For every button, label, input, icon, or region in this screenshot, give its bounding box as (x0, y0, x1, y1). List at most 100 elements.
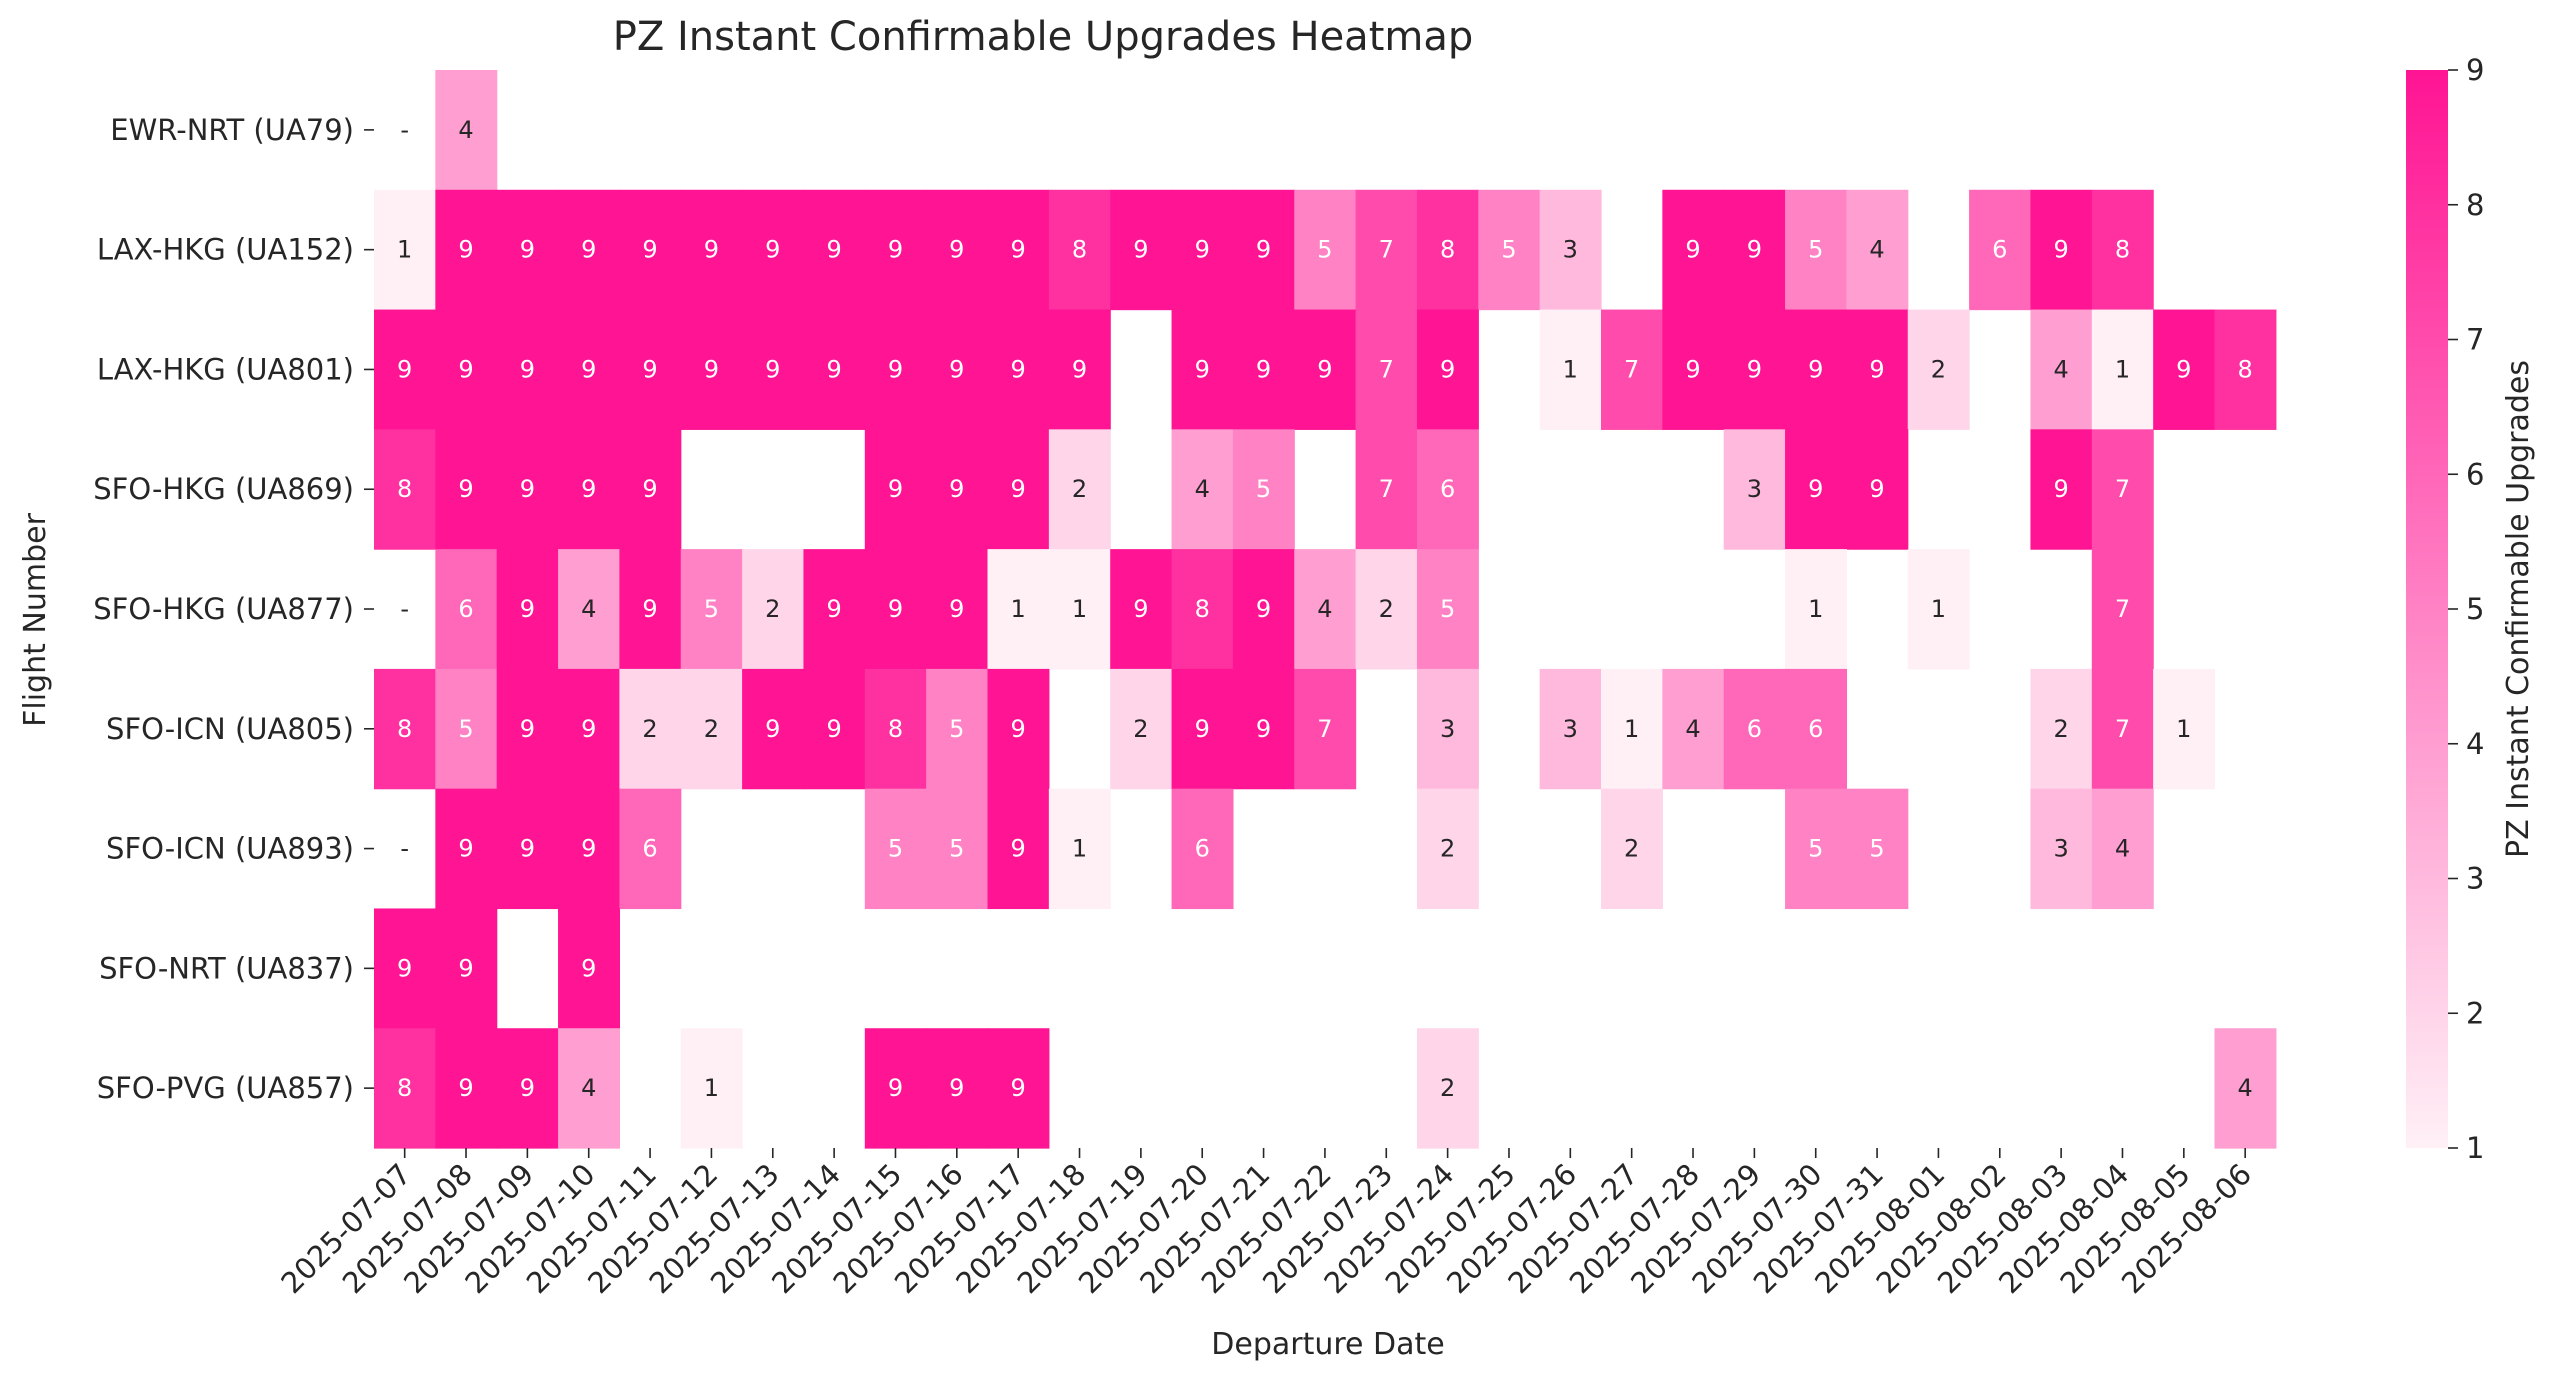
cell-value-label: 2 (765, 595, 780, 623)
cell-value-label: 2 (1379, 595, 1394, 623)
cell-value-label: 9 (1869, 355, 1884, 383)
colorbar-tick-label: 1 (2466, 1131, 2484, 1165)
heatmap-cell (1539, 668, 1602, 790)
heatmap-cell (987, 549, 1050, 670)
cell-value-label: 9 (949, 1074, 964, 1102)
heatmap-cell (619, 429, 682, 550)
heatmap-cell (1048, 788, 1111, 910)
heatmap-cell (558, 189, 620, 311)
y-tick-label: SFO-HKG (UA869) (93, 472, 354, 506)
heatmap-cell (496, 309, 559, 430)
colorbar-tick-label: 3 (2466, 862, 2484, 896)
cell-value-label: 9 (520, 236, 535, 264)
cell-value-label: 5 (1808, 236, 1823, 264)
heatmap-cell (864, 668, 927, 790)
heatmap-cell (2091, 668, 2154, 790)
heatmap-cell (374, 189, 436, 311)
heatmap-cell (435, 189, 498, 311)
colorbar-tick-label: 8 (2466, 188, 2484, 222)
cell-value-label: 9 (949, 236, 964, 264)
cell-value-label: 2 (2053, 715, 2068, 743)
cell-value-label: 5 (1808, 835, 1823, 863)
heatmap-cell-labels: - 4 1 9 9 9 9 9 9 9 9 9 9 8 9 9 9 5 7 8 5 3 9 9 5 4 6 9 8 9 9 9 9 9 9 9 9 9 9 9… (397, 116, 2253, 1102)
colorbar-tick-label: 9 (2466, 53, 2484, 87)
heatmap-cell (742, 309, 805, 430)
cell-value-label: 4 (581, 595, 596, 623)
heatmap-cell (926, 429, 989, 550)
cell-value-label: 8 (888, 715, 903, 743)
y-tick-label: SFO-ICN (UA805) (106, 712, 354, 746)
cell-value-label: 9 (826, 715, 841, 743)
heatmap-cell (2091, 788, 2154, 910)
heatmap-cell (1416, 788, 1479, 910)
cell-value-label: 9 (581, 355, 596, 383)
heatmap-cell (1601, 668, 1663, 790)
cell-value-label: 8 (397, 715, 412, 743)
heatmap-cell (435, 1028, 498, 1149)
heatmap-cell (1785, 549, 1847, 670)
cell-value-label: 2 (1133, 715, 1148, 743)
cell-value-label: 9 (458, 954, 473, 982)
cell-value-label: 9 (1317, 355, 1332, 383)
heatmap-cell (2030, 189, 2093, 311)
heatmap-cell (1969, 189, 2032, 311)
heatmap-cell (619, 309, 682, 430)
heatmap-cell (926, 788, 989, 910)
heatmap-cell (1048, 429, 1111, 550)
heatmap-cell (1539, 309, 1602, 430)
heatmap-cell (1048, 309, 1111, 430)
heatmap-cell (496, 1028, 559, 1149)
heatmap-cell (1846, 309, 1909, 430)
heatmap-cell (1416, 549, 1479, 670)
cell-value-label: 9 (1011, 475, 1026, 503)
heatmap-cell (619, 549, 682, 670)
cell-value-label: 9 (1256, 715, 1271, 743)
cell-value-label: 4 (1195, 475, 1210, 503)
cell-value-label: 6 (1808, 715, 1823, 743)
cell-value-label: 9 (520, 475, 535, 503)
heatmap-cell (987, 1028, 1050, 1149)
heatmap-cell (1294, 309, 1357, 430)
cell-value-label: 8 (397, 1074, 412, 1102)
heatmap-cell (926, 309, 989, 430)
heatmap-cell (987, 788, 1050, 910)
cell-value-label: 9 (458, 1074, 473, 1102)
cell-value-label: 1 (1563, 355, 1578, 383)
heatmap-cell (680, 1028, 743, 1149)
cell-value-label: 3 (2053, 835, 2068, 863)
heatmap-cells (374, 70, 2277, 1149)
cell-value-label: 9 (1011, 236, 1026, 264)
cell-value-label: 9 (581, 475, 596, 503)
cell-value-label: 9 (397, 355, 412, 383)
cell-value-label: 4 (2053, 355, 2068, 383)
cell-value-label: 6 (642, 835, 657, 863)
cell-value-label: 1 (397, 236, 412, 264)
cell-value-label: 5 (1869, 835, 1884, 863)
heatmap-cell (926, 1028, 989, 1149)
heatmap-cell (1723, 309, 1786, 430)
cell-value-label: 5 (949, 715, 964, 743)
cell-value-label: 9 (581, 835, 596, 863)
heatmap-cell (1355, 189, 1418, 311)
cell-value-label: 5 (1501, 236, 1516, 264)
heatmap-cell (496, 189, 559, 311)
cell-value-label: 9 (581, 236, 596, 264)
cell-value-label: 9 (2053, 236, 2068, 264)
heatmap-cell (1785, 189, 1847, 311)
colorbar: 1 2 3 4 5 6 7 8 9 (2406, 53, 2484, 1165)
cell-value-label: 5 (888, 835, 903, 863)
cell-value-label: 3 (1440, 715, 1455, 743)
cell-value-label: 6 (458, 595, 473, 623)
heatmap-cell (2214, 1028, 2277, 1149)
heatmap-cell (435, 549, 498, 670)
cell-value-label: 9 (1440, 355, 1455, 383)
heatmap-cell (1846, 788, 1909, 910)
cell-value-label: 9 (2176, 355, 2191, 383)
y-tick-label: EWR-NRT (UA79) (110, 113, 354, 147)
heatmap-cell (1601, 309, 1663, 430)
cell-value-label: 2 (1440, 835, 1455, 863)
heatmap-cell (1232, 309, 1295, 430)
heatmap-cell (926, 668, 989, 790)
cell-value-label: 3 (1747, 475, 1762, 503)
